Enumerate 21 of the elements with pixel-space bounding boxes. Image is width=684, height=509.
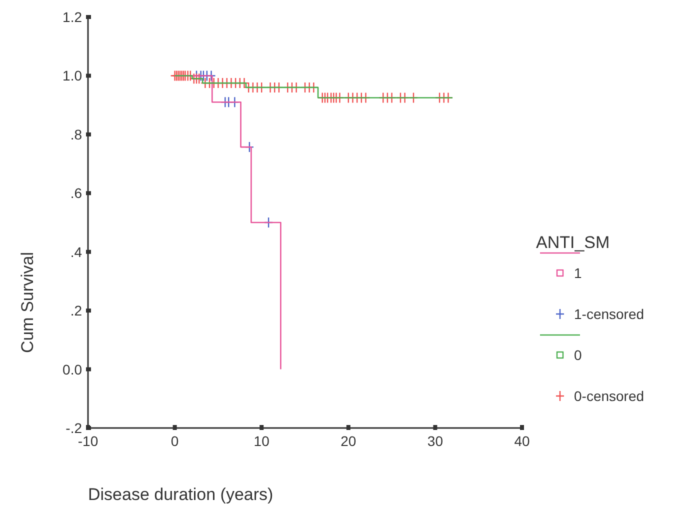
x-tick-label: 40 bbox=[514, 433, 530, 449]
legend-label: 1-censored bbox=[574, 306, 644, 322]
x-tick-label: -10 bbox=[78, 433, 98, 449]
x-tick-label: 20 bbox=[340, 433, 356, 449]
legend-label: 1 bbox=[574, 265, 582, 281]
y-tick-label: 1.0 bbox=[62, 68, 82, 84]
y-axis-title: Cum Survival bbox=[18, 252, 37, 354]
x-tick-label: 30 bbox=[427, 433, 444, 449]
y-tick-label: -.2 bbox=[66, 420, 82, 436]
y-tick-label: .2 bbox=[70, 302, 82, 319]
y-tick-label: .8 bbox=[70, 126, 82, 142]
y-tick-label: 0.0 bbox=[62, 361, 82, 378]
y-tick-label: .6 bbox=[70, 185, 82, 202]
y-tick-label: 1.2 bbox=[62, 9, 82, 25]
x-axis-title: Disease duration (years) bbox=[88, 485, 274, 504]
legend-label: 0 bbox=[574, 347, 582, 363]
legend-title: ANTI_SM bbox=[536, 233, 610, 252]
x-tick-label: 10 bbox=[254, 433, 270, 449]
y-tick-label: .4 bbox=[70, 244, 82, 260]
x-tick-label: 0 bbox=[170, 433, 179, 449]
legend-label: 0-censored bbox=[574, 388, 644, 404]
